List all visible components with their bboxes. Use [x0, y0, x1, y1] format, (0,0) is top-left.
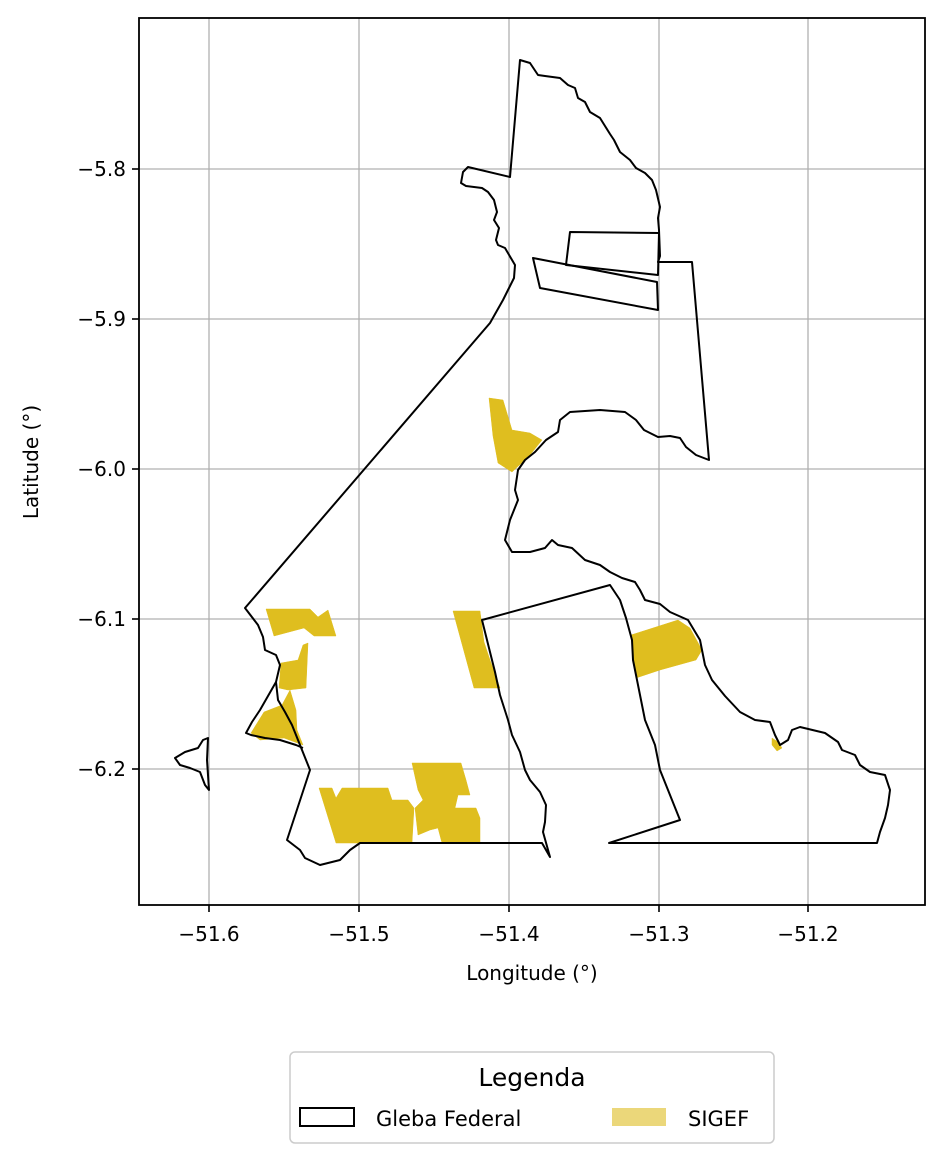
legend: Legenda Gleba Federal SIGEF — [289, 1051, 775, 1144]
y-tick-label: −5.8 — [77, 157, 126, 181]
gleba-inner-rect-top — [565, 231, 660, 276]
x-tick-label: −51.2 — [777, 922, 838, 946]
legend-sigef-swatch — [612, 1108, 666, 1126]
gleba-main-outline — [244, 59, 891, 866]
gleba-inner-rect-bottom — [532, 257, 659, 311]
y-axis-title: Latitude (°) — [19, 405, 43, 519]
x-tick-labels: −51.6 −51.5 −51.4 −51.3 −51.2 — [178, 922, 838, 946]
legend-item-gleba-federal: Gleba Federal — [376, 1107, 521, 1131]
y-tick-label: −5.9 — [77, 307, 126, 331]
plot-area — [139, 18, 925, 905]
y-tick-label: −6.1 — [77, 607, 126, 631]
y-tick-labels: −5.8 −5.9 −6.0 −6.1 −6.2 — [77, 157, 126, 781]
axes-frame — [138, 17, 926, 906]
x-axis-title: Longitude (°) — [466, 961, 597, 985]
gleba-west-notch — [245, 681, 304, 749]
gleba-island-west — [174, 737, 210, 791]
y-tick-label: −6.0 — [77, 457, 126, 481]
sigef-parcel-center — [452, 610, 501, 689]
gridlines — [139, 18, 925, 905]
sigef-parcel-west-top — [265, 608, 337, 637]
x-tick-label: −51.6 — [178, 922, 239, 946]
tick-marks — [132, 168, 809, 912]
legend-item-sigef: SIGEF — [688, 1107, 749, 1131]
legend-title: Legenda — [478, 1063, 585, 1092]
x-tick-label: −51.3 — [628, 922, 689, 946]
legend-gleba-swatch — [299, 1107, 355, 1127]
gleba-federal-outlines — [174, 59, 891, 866]
x-tick-label: −51.4 — [478, 922, 539, 946]
x-tick-label: −51.5 — [328, 922, 389, 946]
sigef-parcel-east — [630, 619, 703, 679]
sigef-parcel-far-east — [771, 737, 783, 752]
y-tick-label: −6.2 — [77, 757, 126, 781]
sigef-parcel-west-mid — [278, 642, 309, 691]
sigef-parcel-north — [488, 397, 543, 473]
sigef-parcels — [250, 397, 783, 844]
